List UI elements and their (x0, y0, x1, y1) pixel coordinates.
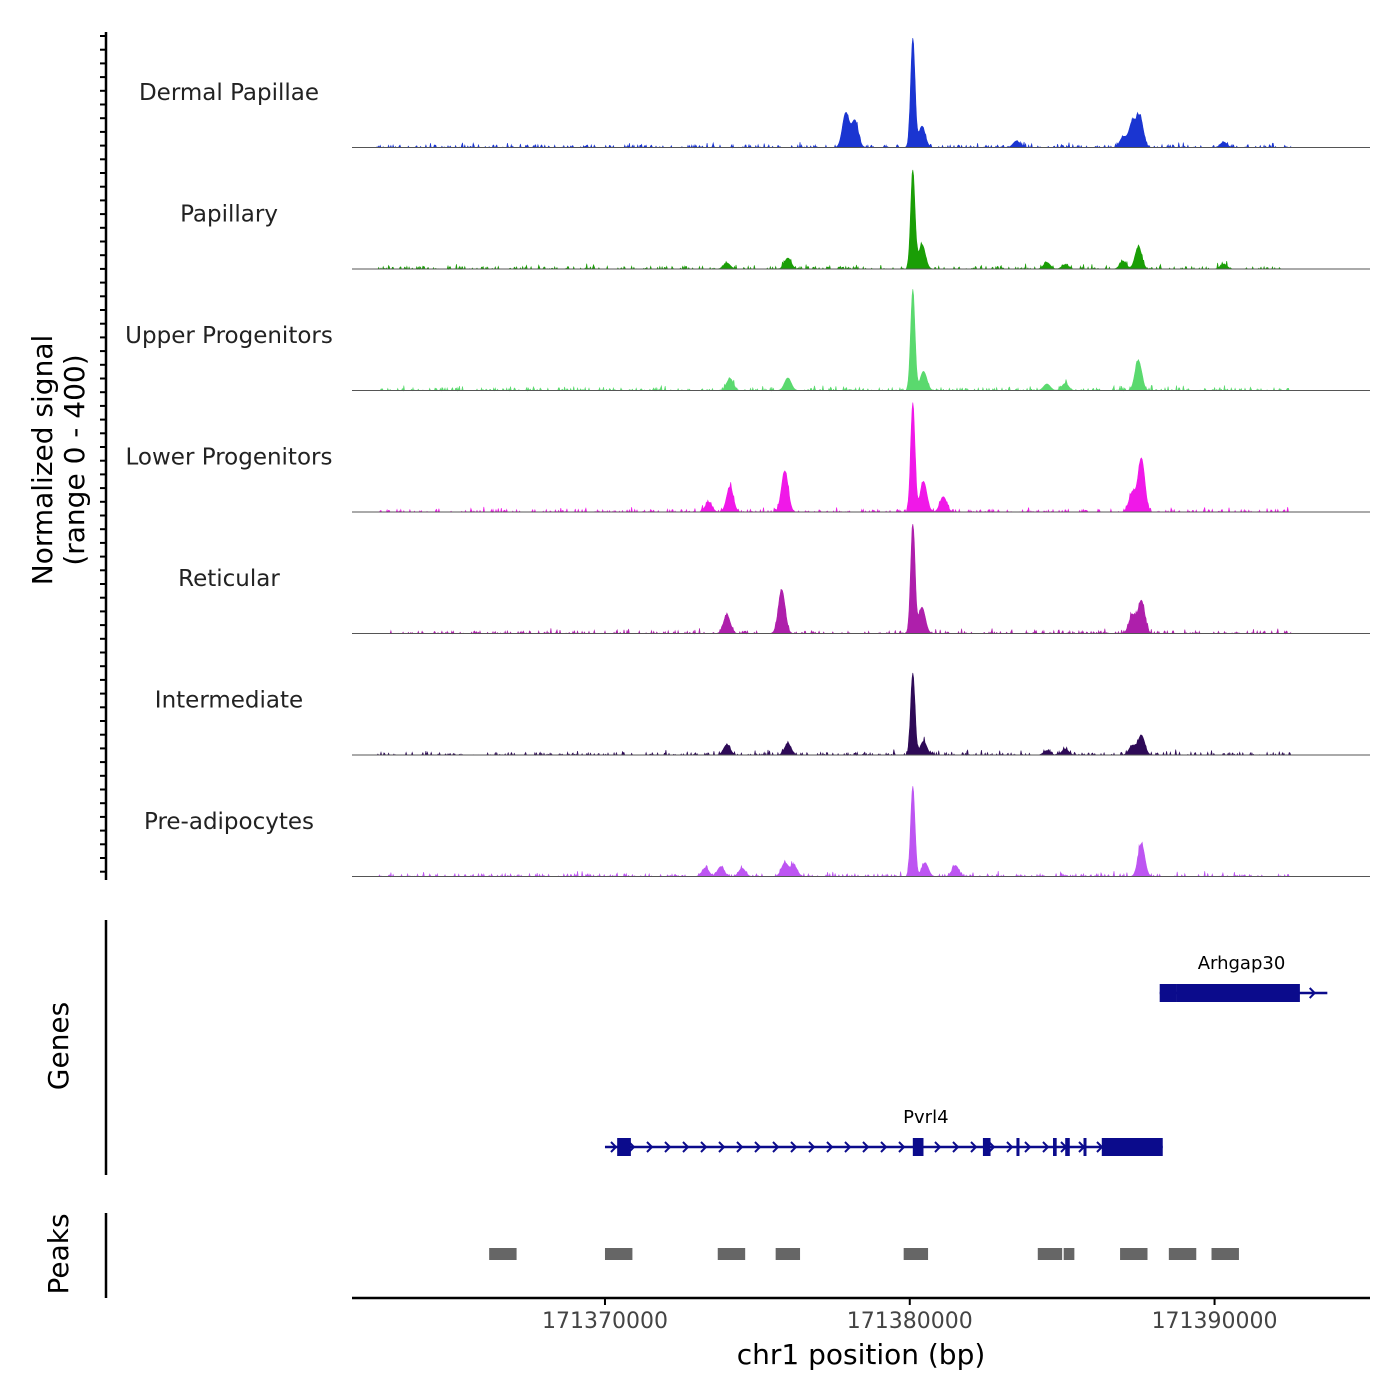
strand-arrow (970, 1141, 978, 1153)
signal-y-axis-ticks (100, 35, 106, 873)
strand-arrow (862, 1141, 870, 1153)
strand-arrow (754, 1141, 762, 1153)
exon (1101, 1138, 1163, 1156)
signal-area (376, 672, 1292, 757)
strand-arrow (790, 1141, 798, 1153)
signal-area (375, 37, 1292, 149)
strand-arrow (934, 1141, 942, 1153)
peak-region (604, 1248, 633, 1260)
x-tick-label: 171380000 (847, 1309, 973, 1334)
peak-region (903, 1248, 929, 1260)
strand-arrow (844, 1141, 852, 1153)
peak-region (489, 1248, 517, 1260)
strand-arrow (736, 1141, 744, 1153)
exon (617, 1138, 631, 1156)
strand-arrow (808, 1141, 816, 1153)
strand-arrow (898, 1141, 906, 1153)
track-label: Reticular (178, 566, 280, 592)
track-1: Papillary (180, 169, 1370, 271)
strand-arrow (1006, 1141, 1014, 1153)
track-label: Pre-adipocytes (144, 809, 314, 835)
strand-arrow (988, 1141, 996, 1153)
peak-regions (489, 1248, 1239, 1260)
signal-area (376, 523, 1292, 635)
track-0: Dermal Papillae (139, 37, 1370, 149)
track-label: Dermal Papillae (139, 80, 319, 106)
genes-panel-label: Genes (42, 1002, 75, 1090)
peak-region (775, 1248, 801, 1260)
exon (1176, 984, 1300, 1002)
strand-arrow (1042, 1141, 1050, 1153)
peaks-panel-label: Peaks (42, 1213, 75, 1294)
exon (1083, 1138, 1087, 1156)
signal-area (376, 402, 1291, 514)
y-axis-title-line2: (range 0 - 400) (58, 354, 91, 565)
x-tick-label: 171390000 (1152, 1309, 1278, 1334)
y-axis-title: Normalized signal (range 0 - 400) (26, 335, 91, 586)
strand-arrow (1024, 1141, 1032, 1153)
exon (1053, 1138, 1057, 1156)
gene-label: Arhgap30 (1198, 953, 1286, 974)
signal-tracks: Dermal Papillae Papillary Upper Progenitor… (125, 37, 1370, 878)
track-label: Papillary (180, 202, 278, 228)
peak-region (1037, 1248, 1063, 1260)
strand-arrow (772, 1141, 780, 1153)
exon (1065, 1138, 1070, 1156)
x-axis-title: chr1 position (bp) (737, 1338, 986, 1371)
track-4: Reticular (178, 523, 1370, 635)
gene-arhgap30: Arhgap30 (1159, 953, 1328, 1002)
strand-arrow (880, 1141, 888, 1153)
signal-area (376, 289, 1291, 392)
x-axis-ticks: 171370000 171380000 171390000 (542, 1298, 1278, 1334)
gene-pvrl4: Pvrl4 (604, 1107, 1163, 1156)
track-5: Intermediate (155, 672, 1370, 757)
exon (1159, 984, 1177, 1002)
strand-arrow (664, 1141, 672, 1153)
strand-arrow (610, 1141, 618, 1153)
x-tick-label: 171370000 (542, 1309, 668, 1334)
gene-label: Pvrl4 (903, 1107, 948, 1128)
strand-arrow (646, 1141, 654, 1153)
peak-region (717, 1248, 746, 1260)
track-label: Intermediate (155, 688, 303, 714)
peak-region (1063, 1248, 1075, 1260)
y-axis-title-line1: Normalized signal (26, 335, 59, 586)
signal-area (376, 786, 1291, 878)
track-2: Upper Progenitors (125, 289, 1370, 392)
track-label: Upper Progenitors (125, 323, 333, 349)
strand-arrow (1308, 987, 1317, 999)
peak-region (1168, 1248, 1197, 1260)
strand-arrow (952, 1141, 960, 1153)
peak-region (1211, 1248, 1239, 1260)
gene-annotations: Arhgap30 Pvrl4 (604, 953, 1328, 1156)
strand-arrow (700, 1141, 708, 1153)
signal-area (376, 169, 1291, 271)
track-3: Lower Progenitors (126, 402, 1370, 514)
strand-arrow (826, 1141, 834, 1153)
exon (1016, 1138, 1020, 1156)
strand-arrow (718, 1141, 726, 1153)
track-label: Lower Progenitors (126, 445, 333, 471)
peak-region (1120, 1248, 1148, 1260)
track-6: Pre-adipocytes (144, 786, 1370, 878)
strand-arrow (682, 1141, 690, 1153)
exon (912, 1138, 924, 1156)
exon (982, 1138, 991, 1156)
